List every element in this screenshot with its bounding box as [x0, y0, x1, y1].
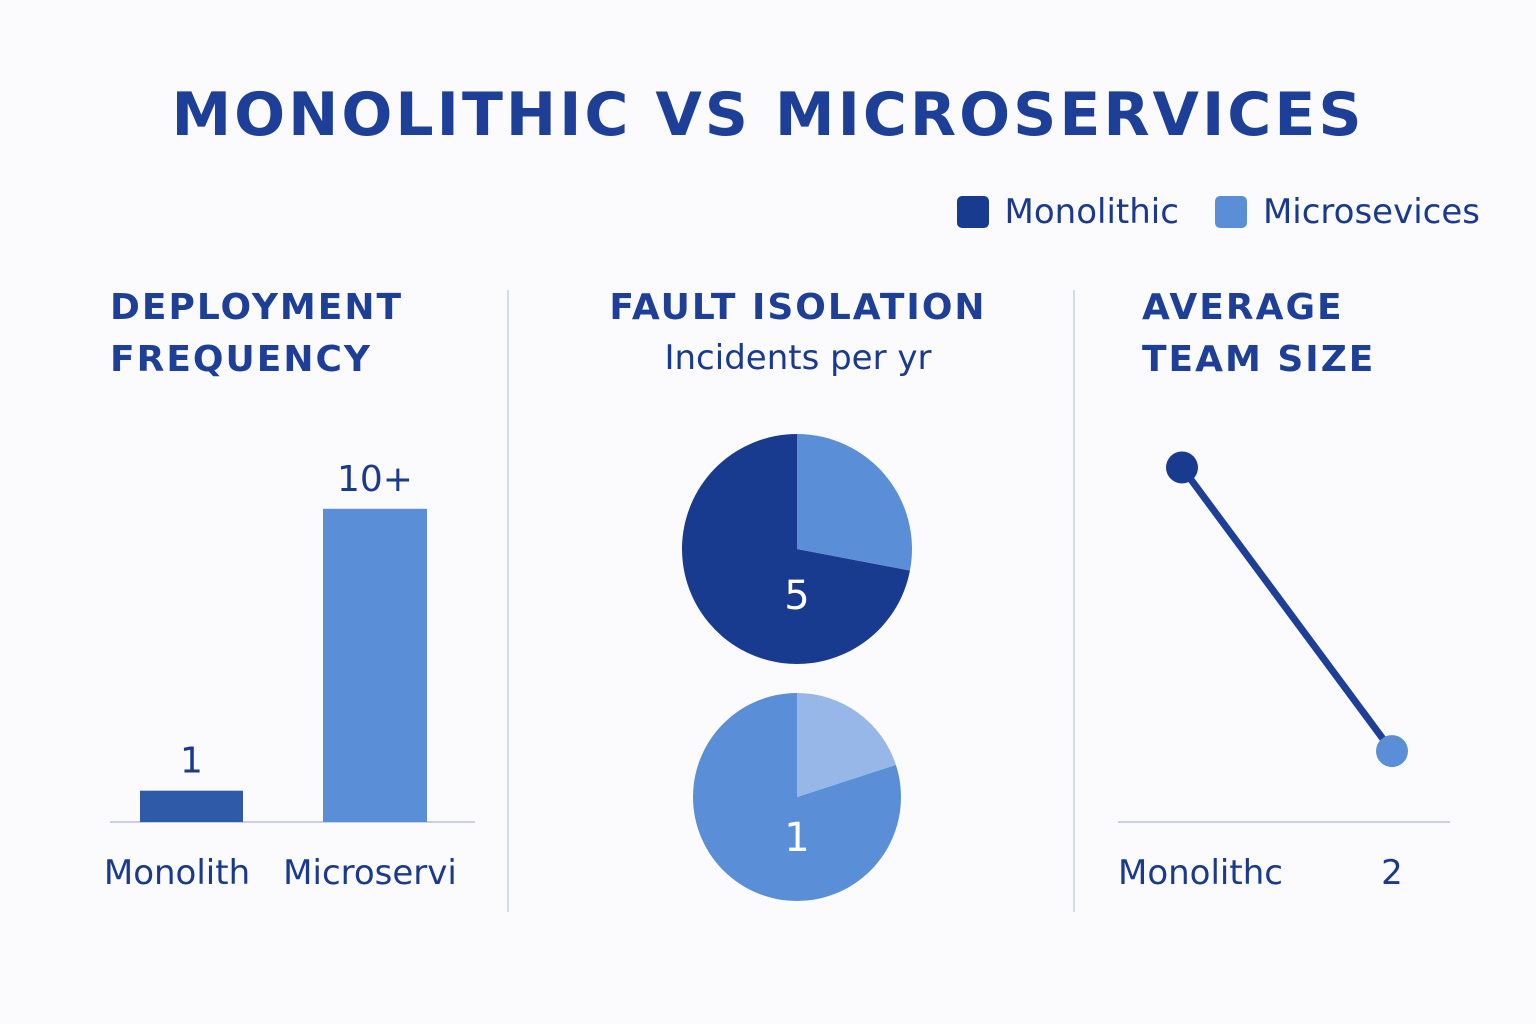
- legend: Monolithic Microsevices: [935, 192, 1480, 232]
- bar-microservices: [323, 508, 427, 822]
- bar-category-label-microservices: Microservi: [283, 853, 457, 893]
- deployment-title: DEPLOYMENT FREQUENCY: [110, 282, 403, 386]
- legend-item-microservices: Microsevices: [1214, 192, 1480, 232]
- page-title: MONOLITHIC VS MICROSERVICES: [171, 80, 1365, 150]
- team-size-point-2: [1376, 735, 1408, 768]
- team-size-title: AVERAGE TEAM SIZE: [1142, 282, 1375, 386]
- deployment-title-line2: FREQUENCY: [110, 339, 372, 380]
- bar-value-label-monolith: 1: [180, 741, 203, 782]
- team-size-title-line1: AVERAGE: [1142, 287, 1344, 328]
- team-size-x-label-1: Monolithc: [1118, 853, 1283, 893]
- legend-label-monolithic: Monolithic: [1004, 192, 1179, 232]
- bar-value-label-microservices: 10+: [337, 459, 413, 500]
- legend-label-microservices: Microsevices: [1262, 192, 1480, 232]
- team-size-line: [1178, 463, 1396, 755]
- pie-1-slice-1: [682, 434, 910, 664]
- pie-2-label: 1: [784, 815, 809, 861]
- pie-1-slice-2: [797, 434, 912, 571]
- legend-swatch-monolithic: [956, 196, 989, 228]
- legend-item-monolithic: Monolithic: [956, 192, 1179, 232]
- fault-isolation-subtitle: Incidents per yr: [664, 338, 932, 378]
- legend-swatch-microservices: [1214, 196, 1247, 228]
- bar-category-label-monolith: Monolith: [104, 853, 250, 893]
- divider-left: [507, 290, 509, 912]
- bar-monolith: [140, 790, 243, 822]
- fault-isolation-title: FAULT ISOLATION: [609, 287, 987, 328]
- deployment-title-line1: DEPLOYMENT: [110, 287, 404, 328]
- pie-1-label: 5: [784, 573, 809, 619]
- divider-right: [1073, 290, 1075, 912]
- team-size-x-label-2: 2: [1381, 853, 1403, 893]
- pie-2-slice-2: [797, 693, 896, 797]
- team-size-point-1: [1166, 451, 1198, 484]
- team-size-title-line2: TEAM SIZE: [1142, 339, 1376, 380]
